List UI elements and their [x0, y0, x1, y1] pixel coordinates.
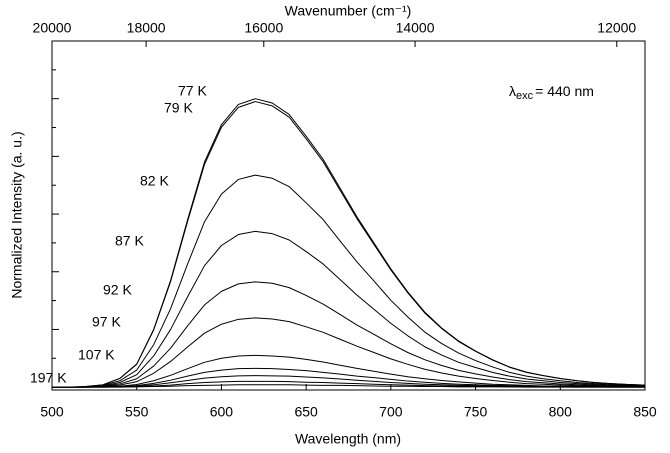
series-label: 77 K: [178, 83, 207, 99]
x-tick-label: 550: [125, 404, 149, 420]
x2-tick-label: 14000: [396, 20, 435, 36]
x2-tick-label: 16000: [244, 20, 283, 36]
spectrum-line: [52, 101, 646, 388]
x-tick-label: 700: [379, 404, 403, 420]
series-label: 79 K: [164, 100, 193, 116]
annotation-subscript: exc: [516, 90, 534, 102]
x2-tick-label: 18000: [127, 20, 166, 36]
x2-tick-label: 12000: [597, 20, 636, 36]
x-tick-label: 650: [294, 404, 318, 420]
annotation-text: = 440 nm: [535, 83, 594, 99]
y-axis-label: Normalized Intensity (a. u.): [9, 131, 25, 298]
series-label: 87 K: [115, 233, 144, 249]
series-label: 107 K: [78, 347, 115, 363]
series-label: 197 K: [30, 370, 67, 386]
annotation: λexc = 440 nm: [509, 83, 594, 102]
spectrum-line: [52, 230, 646, 388]
x2-tick-label: 20000: [33, 20, 72, 36]
spectrum-line: [52, 174, 646, 388]
x-tick-label: 750: [464, 404, 488, 420]
spectrum-line: [52, 317, 645, 388]
x-axis-label: Wavelength (nm): [295, 431, 401, 447]
series-label: 97 K: [92, 314, 121, 330]
spectrum-line: [52, 384, 645, 388]
x-tick-label: 800: [549, 404, 573, 420]
series-label: 82 K: [140, 173, 169, 189]
x-tick-label: 500: [40, 404, 64, 420]
x-tick-label: 600: [210, 404, 234, 420]
spectrum-line: [52, 281, 645, 388]
annotation-symbol: λ: [509, 83, 516, 99]
x2-axis-label: Wavenumber (cm⁻¹): [285, 3, 412, 19]
x-tick-label: 850: [633, 404, 657, 420]
series-label: 92 K: [103, 282, 132, 298]
plot-frame: [51, 40, 646, 391]
